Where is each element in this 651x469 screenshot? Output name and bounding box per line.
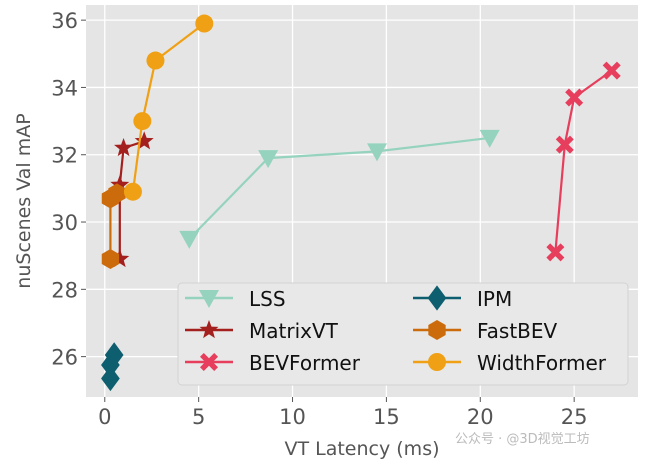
legend-item: IPM bbox=[413, 285, 512, 311]
legend-label: BEVFormer bbox=[249, 351, 361, 375]
x-axis-label: VT Latency (ms) bbox=[284, 438, 439, 460]
data-point bbox=[367, 143, 388, 162]
legend-marker bbox=[200, 353, 218, 371]
data-point bbox=[110, 175, 130, 194]
x-tick-label: 10 bbox=[279, 405, 306, 429]
x-tick-label: 0 bbox=[98, 405, 111, 429]
data-point bbox=[101, 365, 120, 392]
legend-marker bbox=[199, 320, 219, 339]
legend-label: LSS bbox=[249, 287, 286, 311]
legend-label: WidthFormer bbox=[477, 351, 607, 375]
data-point bbox=[565, 88, 584, 107]
legend-marker bbox=[199, 290, 219, 308]
data-point bbox=[258, 150, 279, 169]
series-lss bbox=[179, 129, 500, 249]
legend-box bbox=[177, 282, 629, 386]
y-tick-label: 36 bbox=[51, 9, 78, 33]
data-point bbox=[123, 182, 142, 201]
series-line bbox=[188, 136, 490, 240]
series-fastbev bbox=[101, 183, 126, 270]
data-point bbox=[146, 51, 165, 70]
legend-marker bbox=[428, 320, 446, 340]
data-point bbox=[101, 249, 120, 270]
series-ipm bbox=[101, 342, 124, 392]
legend-item: WidthFormer bbox=[413, 351, 607, 375]
legend-item: MatrixVT bbox=[185, 319, 339, 343]
series-widthformer bbox=[123, 14, 214, 201]
y-tick-label: 28 bbox=[51, 278, 78, 302]
legend-marker bbox=[428, 353, 446, 371]
y-tick-label: 26 bbox=[51, 346, 78, 370]
data-point bbox=[133, 112, 152, 131]
series-bevformer bbox=[546, 61, 621, 262]
x-tick-label: 20 bbox=[467, 405, 494, 429]
legend-label: IPM bbox=[477, 287, 512, 311]
data-point bbox=[195, 14, 214, 33]
legend: LSS MatrixVT BEVFormer IPM FastBEV WidthForme… bbox=[177, 282, 629, 386]
x-tick-label: 25 bbox=[561, 405, 588, 429]
data-point bbox=[110, 249, 130, 268]
watermark: 公众号 · @3D视觉工坊 bbox=[455, 432, 590, 447]
data-point bbox=[114, 138, 134, 157]
data-point bbox=[134, 131, 154, 150]
data-point bbox=[104, 342, 124, 368]
y-tick-label: 30 bbox=[51, 211, 78, 235]
legend-marker bbox=[427, 285, 447, 311]
legend-label: FastBEV bbox=[477, 319, 558, 343]
x-tick-label: 15 bbox=[373, 405, 400, 429]
data-point bbox=[108, 183, 126, 204]
data-point bbox=[546, 243, 565, 262]
legend-item: FastBEV bbox=[413, 319, 558, 343]
legend-label: MatrixVT bbox=[249, 319, 339, 343]
legend-item: BEVFormer bbox=[185, 351, 361, 375]
series bbox=[101, 14, 621, 392]
series-line bbox=[554, 69, 613, 253]
data-point bbox=[555, 135, 574, 154]
x-tick-label: 5 bbox=[192, 405, 205, 429]
series-matrixvt bbox=[110, 131, 154, 268]
y-tick-label: 32 bbox=[51, 144, 78, 168]
series-line bbox=[131, 22, 205, 192]
data-point bbox=[602, 61, 621, 80]
y-tick-label: 34 bbox=[51, 76, 78, 100]
ticks: 0 5 10 15 20 25 26 28 30 32 34 36 bbox=[51, 9, 587, 429]
series-line bbox=[118, 140, 145, 260]
y-axis-label: nuScenes Val mAP bbox=[13, 113, 35, 288]
data-point bbox=[479, 129, 500, 148]
legend-item: LSS bbox=[185, 287, 286, 311]
data-point bbox=[179, 230, 200, 249]
